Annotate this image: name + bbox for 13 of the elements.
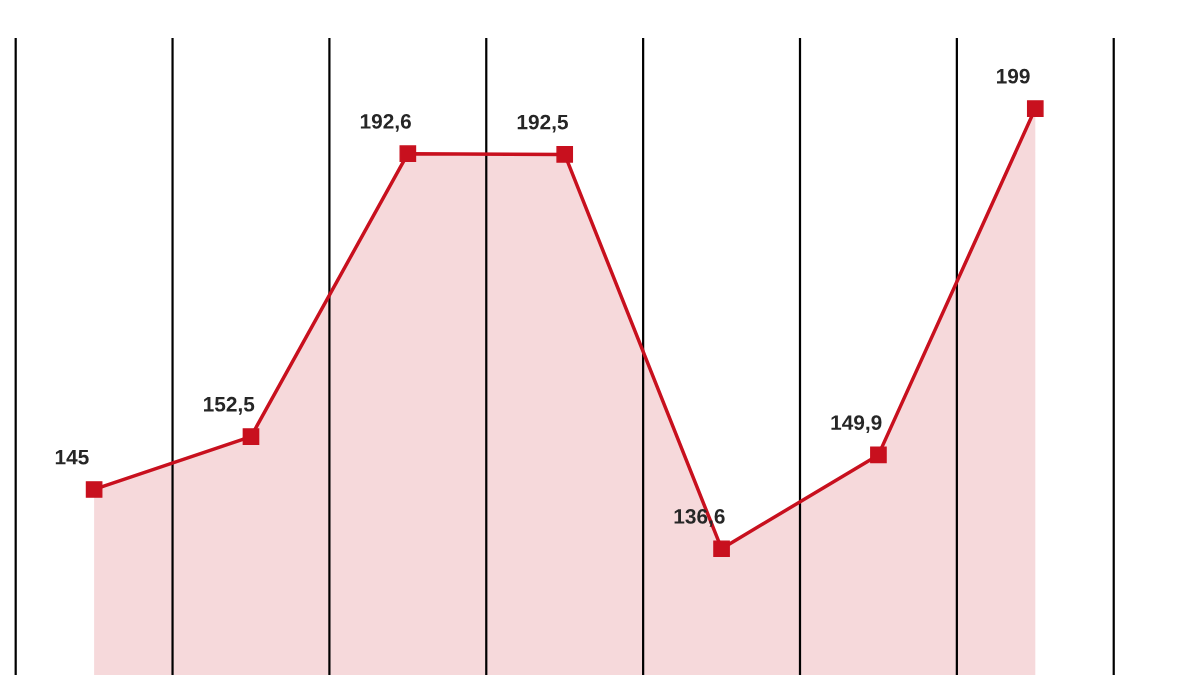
- data-label: 152,5: [204, 396, 255, 415]
- data-label: 149,9: [831, 415, 882, 433]
- data-label: 199: [997, 68, 1030, 84]
- data-label: 192,6: [360, 113, 411, 132]
- point: [870, 446, 887, 464]
- data-label: 192,5: [517, 114, 568, 133]
- point: [85, 481, 103, 498]
- point: [713, 540, 730, 558]
- point: [556, 146, 574, 163]
- data-label: 145: [55, 449, 89, 465]
- point: [399, 145, 417, 163]
- point: [1026, 100, 1044, 117]
- point: [242, 428, 260, 445]
